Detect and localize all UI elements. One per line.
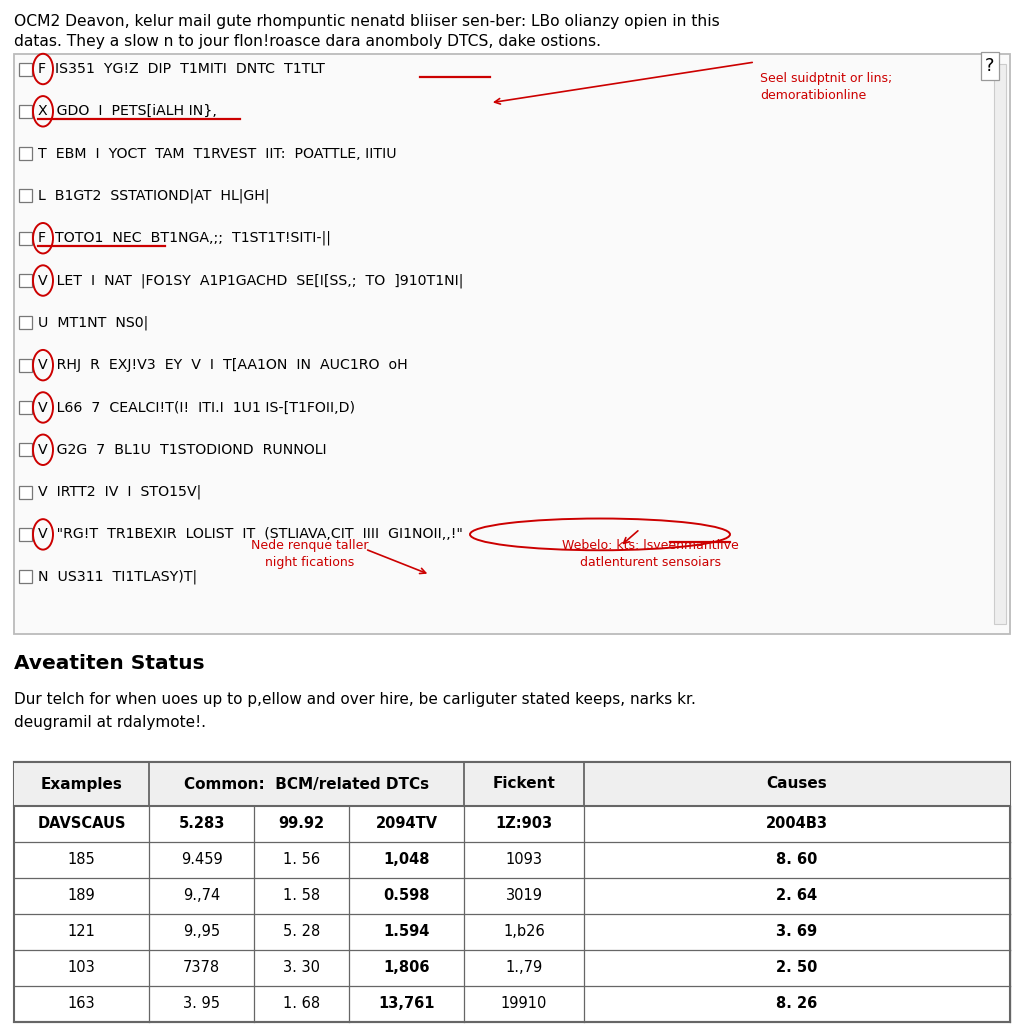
Text: L  B1GT2  SSTATIOND|AT  HL|GH|: L B1GT2 SSTATIOND|AT HL|GH| [38,188,269,203]
Bar [19,401,32,414]
Text: 2. 64: 2. 64 [776,889,817,903]
Text: F  TOTO1  NEC  BT1NGA,;;  T1ST1T!SITI-||: F TOTO1 NEC BT1NGA,;; T1ST1T!SITI-|| [38,231,331,246]
Text: 185: 185 [68,853,95,867]
Bar [19,189,32,203]
Text: 9.,95: 9.,95 [183,925,220,939]
Bar [19,443,32,457]
Bar [19,231,32,245]
Text: DAVSCAUS: DAVSCAUS [37,816,126,831]
Text: 0.598: 0.598 [383,889,430,903]
Text: Nede renque taller
night fications: Nede renque taller night fications [251,539,369,569]
Bar [19,104,32,118]
Text: 2004B3: 2004B3 [766,816,828,831]
Text: 1Z:903: 1Z:903 [496,816,553,831]
Text: 121: 121 [68,925,95,939]
Text: 8. 26: 8. 26 [776,996,817,1012]
Bar [19,528,32,541]
Text: 2. 50: 2. 50 [776,961,818,976]
Text: 3. 95: 3. 95 [183,996,220,1012]
Text: V  G2G  7  BL1U  T1STODIOND  RUNNOLI: V G2G 7 BL1U T1STODIOND RUNNOLI [38,442,327,457]
Text: F  IS351  YG!Z  DIP  T1MITI  DNTC  T1TLT: F IS351 YG!Z DIP T1MITI DNTC T1TLT [38,62,325,76]
Bar [19,485,32,499]
Text: 3019: 3019 [506,889,543,903]
Bar [19,358,32,372]
Text: Causes: Causes [767,776,827,792]
Text: V  L66  7  CEALCI!T(I!  ITI.I  1U1 IS-[T1FOII,D): V L66 7 CEALCI!T(I! ITI.I 1U1 IS-[T1FOII… [38,400,355,415]
Text: 103: 103 [68,961,95,976]
Text: T  EBM  I  YOCT  TAM  T1RVEST  IIT:  POATTLE, IITIU: T EBM I YOCT TAM T1RVEST IIT: POATTLE, I… [38,146,396,161]
Text: 3. 69: 3. 69 [776,925,817,939]
Bar [994,63,1006,624]
Text: 1093: 1093 [506,853,543,867]
Text: N  US311  TI1TLASY)T|: N US311 TI1TLASY)T| [38,569,198,584]
Text: 99.92: 99.92 [279,816,325,831]
Text: 1. 58: 1. 58 [283,889,321,903]
Text: 5.283: 5.283 [178,816,224,831]
Text: Webelo: kts: lsveenmantlive
datlenturent sensoiars: Webelo: kts: lsveenmantlive datlenturent… [561,539,738,569]
Text: 13,761: 13,761 [378,996,435,1012]
Bar [19,570,32,584]
Text: V  "RG!T  TR1BEXIR  LOLIST  IT  (STLIAVA,CIT  IIII  GI1NOII,,!": V "RG!T TR1BEXIR LOLIST IT (STLIAVA,CIT … [38,527,463,542]
Text: 163: 163 [68,996,95,1012]
Text: 2094TV: 2094TV [376,816,437,831]
Text: Dur telch for when uoes up to p,ellow and over hire, be carliguter stated keeps,: Dur telch for when uoes up to p,ellow an… [14,692,696,730]
Text: Fickent: Fickent [493,776,555,792]
Text: V  IRTT2  IV  I  STO15V|: V IRTT2 IV I STO15V| [38,484,202,500]
Text: Seel suidptnit or lins;
demoratibionline: Seel suidptnit or lins; demoratibionline [760,72,892,102]
Bar [14,762,1010,806]
Text: Aveatiten Status: Aveatiten Status [14,654,205,673]
Text: Common:  BCM/related DTCs: Common: BCM/related DTCs [184,776,429,792]
Text: Examples: Examples [41,776,123,792]
Bar [14,54,1010,634]
Bar [14,762,1010,1022]
Text: 9.459: 9.459 [180,853,222,867]
Text: V  RHJ  R  EXJ!V3  EY  V  I  T[AA1ON  IN  AUC1RO  oH: V RHJ R EXJ!V3 EY V I T[AA1ON IN AUC1RO … [38,358,408,372]
Text: 8. 60: 8. 60 [776,853,818,867]
Text: 189: 189 [68,889,95,903]
Text: 5. 28: 5. 28 [283,925,321,939]
Bar [19,274,32,287]
Text: 9.,74: 9.,74 [183,889,220,903]
Bar [19,316,32,330]
Text: 1.,79: 1.,79 [506,961,543,976]
Text: 1,806: 1,806 [383,961,430,976]
Text: 1,048: 1,048 [383,853,430,867]
Bar [19,62,32,76]
Text: 1.594: 1.594 [383,925,430,939]
Text: V  LET  I  NAT  |FO1SY  A1P1GACHD  SE[I[SS,;  TO  ]910T1NI|: V LET I NAT |FO1SY A1P1GACHD SE[I[SS,; T… [38,273,464,288]
Text: OCM2 Deavon, kelur mail gute rhompuntic nenatd bliiser sen-ber: LBo olianzy opie: OCM2 Deavon, kelur mail gute rhompuntic … [14,14,720,29]
Bar [19,147,32,160]
Text: 1. 68: 1. 68 [283,996,321,1012]
Text: 7378: 7378 [183,961,220,976]
Text: datas. They a slow n to jour flon!roasce dara anomboly DTCS, dake ostions.: datas. They a slow n to jour flon!roasce… [14,34,601,49]
Text: 1. 56: 1. 56 [283,853,321,867]
Text: ?: ? [985,57,994,75]
Text: U  MT1NT  NS0|: U MT1NT NS0| [38,315,148,330]
Text: X  GDO  I  PETS[iALH IN},: X GDO I PETS[iALH IN}, [38,104,217,119]
Text: 19910: 19910 [501,996,547,1012]
Text: 3. 30: 3. 30 [283,961,319,976]
Text: 1,b26: 1,b26 [503,925,545,939]
